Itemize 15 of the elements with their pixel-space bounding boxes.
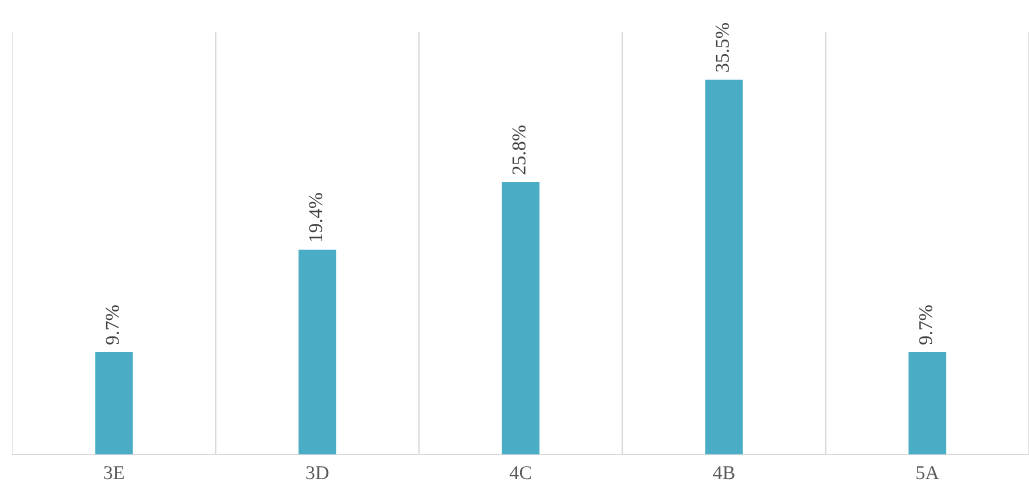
data-label: 19.4% xyxy=(309,193,323,241)
x-tick-label: 3D xyxy=(306,466,329,480)
bar xyxy=(298,249,337,455)
data-label: 9.7% xyxy=(105,305,119,345)
x-tick-label: 4C xyxy=(509,466,531,480)
data-label: 25.8% xyxy=(512,125,526,175)
bar xyxy=(705,79,743,455)
bar xyxy=(501,182,540,455)
data-label: 9.7% xyxy=(919,305,933,345)
bar xyxy=(95,352,133,455)
x-tick-label: 4B xyxy=(713,466,735,480)
x-tick-label: 5A xyxy=(916,466,940,480)
x-tick-label: 3E xyxy=(104,466,124,480)
bar xyxy=(908,352,947,455)
data-label: 35.5% xyxy=(715,23,729,72)
